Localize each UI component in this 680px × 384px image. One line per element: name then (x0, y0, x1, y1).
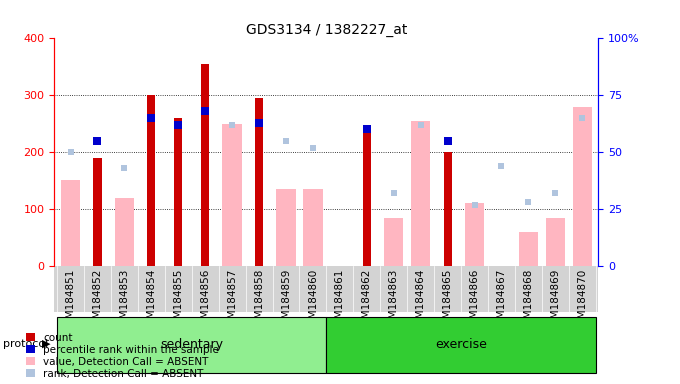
Bar (573, 107, 592, 266)
Text: protocol: protocol (3, 339, 49, 349)
Point (415, 122, 426, 128)
Point (442, 138, 453, 144)
Bar (174, 118, 182, 266)
Point (173, 122, 184, 128)
Point (65, 149, 76, 155)
Bar (57, 317, 326, 373)
Point (577, 115, 588, 121)
Text: exercise: exercise (435, 338, 487, 351)
Title: GDS3134 / 1382227_at: GDS3134 / 1382227_at (245, 23, 407, 37)
Text: sedentary: sedentary (160, 338, 223, 351)
Text: GSM184854: GSM184854 (146, 268, 156, 332)
Text: GSM184853: GSM184853 (120, 268, 129, 332)
Bar (115, 198, 134, 266)
Bar (148, 95, 156, 266)
Bar (465, 204, 484, 266)
Text: GSM184870: GSM184870 (577, 268, 588, 332)
Text: GSM184868: GSM184868 (524, 268, 533, 332)
Bar (384, 218, 403, 266)
Point (307, 145, 318, 151)
Text: GSM184862: GSM184862 (362, 268, 372, 332)
Point (146, 115, 157, 121)
Text: GSM184869: GSM184869 (550, 268, 560, 332)
Text: GSM184866: GSM184866 (469, 268, 479, 332)
Bar (276, 189, 296, 266)
Bar (519, 232, 538, 266)
Bar (222, 124, 242, 266)
Text: GSM184865: GSM184865 (443, 268, 453, 332)
Text: GSM184864: GSM184864 (415, 268, 426, 332)
Text: GSM184860: GSM184860 (308, 268, 318, 332)
Bar (201, 64, 209, 266)
Bar (411, 121, 430, 266)
Bar (362, 129, 371, 266)
Text: GSM184851: GSM184851 (65, 268, 75, 332)
Bar (303, 189, 322, 266)
Bar (61, 180, 80, 266)
Point (523, 199, 534, 205)
Text: GSM184859: GSM184859 (281, 268, 291, 332)
Point (119, 165, 130, 171)
Point (281, 138, 292, 144)
Point (550, 190, 561, 196)
Text: GSM184858: GSM184858 (254, 268, 264, 332)
Bar (255, 98, 263, 266)
Point (388, 190, 399, 196)
Bar (326, 317, 596, 373)
Point (254, 119, 265, 126)
Text: GSM184861: GSM184861 (335, 268, 345, 332)
Text: GSM184867: GSM184867 (496, 268, 507, 332)
Text: GSM184856: GSM184856 (200, 268, 210, 332)
Text: GSM184857: GSM184857 (227, 268, 237, 332)
Legend: count, percentile rank within the sample, value, Detection Call = ABSENT, rank, : count, percentile rank within the sample… (26, 333, 219, 379)
Bar (93, 158, 101, 266)
Bar (545, 218, 565, 266)
Bar (443, 152, 452, 266)
Text: GSM184852: GSM184852 (92, 268, 103, 332)
Text: GSM184863: GSM184863 (389, 268, 398, 332)
Point (361, 126, 372, 132)
Point (92, 138, 103, 144)
Text: GSM184855: GSM184855 (173, 268, 184, 332)
Text: ▶: ▶ (42, 339, 50, 349)
Point (200, 108, 211, 114)
Point (469, 202, 480, 208)
Point (226, 122, 237, 128)
Point (496, 163, 507, 169)
